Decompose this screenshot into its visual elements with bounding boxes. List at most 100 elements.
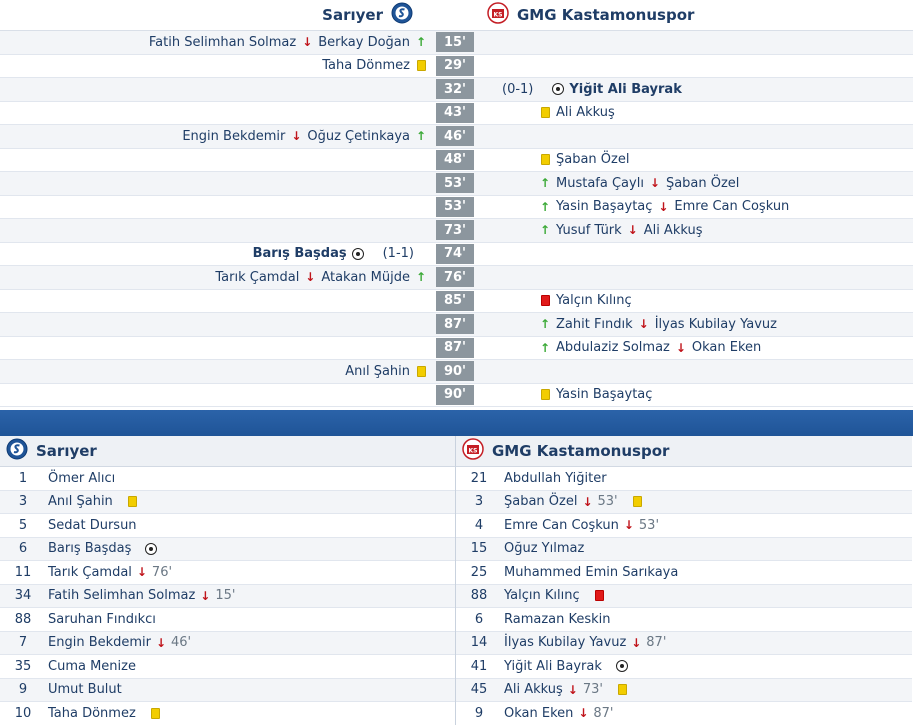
player-events — [149, 706, 163, 720]
player-in-link[interactable]: Oğuz Çetinkaya — [307, 128, 410, 144]
player-in-link[interactable]: Atakan Müjde — [321, 269, 410, 285]
player-out-link[interactable]: İlyas Kubilay Yavuz — [654, 316, 777, 332]
player-in-link[interactable]: Mustafa Çaylı — [556, 175, 644, 191]
sub-out-minute: 15' — [215, 588, 236, 604]
yellow-card-shape — [633, 496, 643, 508]
scorer-link[interactable]: Barış Başdaş — [252, 246, 347, 262]
player-out-link[interactable]: Ali Akkuş — [643, 222, 703, 238]
player-link[interactable]: Ali Akkuş — [504, 682, 563, 698]
event-row: Barış Başdaş (1-1) 74' — [0, 242, 913, 266]
red-card-icon — [538, 294, 552, 308]
away-lineup-team-name[interactable]: GMG Kastamonuspor — [492, 442, 670, 460]
player-link[interactable]: Fatih Selimhan Solmaz — [48, 588, 196, 604]
arrow-up-icon: ↑ — [539, 199, 551, 214]
player-link[interactable]: Ali Akkuş — [556, 105, 615, 121]
shirt-number: 6 — [18, 541, 28, 557]
event-home-side: Tarık Çamdal ↓ Atakan Müjde ↑ — [0, 270, 436, 285]
player-link[interactable]: Şaban Özel — [556, 152, 630, 168]
player-out-link[interactable]: Okan Eken — [691, 340, 762, 356]
player-in-link[interactable]: Berkay Doğan — [318, 34, 410, 50]
event-away-side: ↑ Abdulaziz Solmaz ↓ Okan Eken — [474, 340, 913, 355]
player-out-link[interactable]: Fatih Selimhan Solmaz — [148, 34, 297, 50]
sub-out-minute: 53' — [597, 494, 618, 510]
player-link[interactable]: Yalçın Kılınç — [504, 588, 580, 604]
yellow-card-shape — [151, 707, 161, 719]
yellow-card-shape — [128, 496, 138, 508]
yellow-card-icon — [616, 683, 630, 697]
home-lineup-team-name[interactable]: Sarıyer — [36, 442, 97, 460]
red-card-icon — [593, 589, 607, 603]
red-card-shape — [595, 590, 605, 602]
player-link[interactable]: Taha Dönmez — [322, 58, 410, 74]
player-link[interactable]: Emre Can Coşkun — [504, 517, 619, 533]
football-shape — [615, 660, 628, 673]
player-link[interactable]: Şaban Özel — [504, 494, 578, 510]
event-away-side: ↑ Yasin Başaytaç ↓ Emre Can Coşkun — [474, 199, 913, 214]
player-link[interactable]: Tarık Çamdal — [48, 564, 132, 580]
arrow-up-icon: ↑ — [415, 270, 427, 285]
player-link[interactable]: Anıl Şahin — [345, 363, 410, 379]
event-minute: 53' — [436, 196, 474, 217]
player-link[interactable]: Barış Başdaş — [48, 541, 132, 557]
shirt-number: 7 — [18, 635, 28, 651]
lineup-player: Barış Başdaş — [46, 541, 158, 556]
yellow-card-shape — [540, 107, 550, 119]
event-row: 90' Yasin Başaytaç — [0, 383, 913, 407]
player-link[interactable]: Sedat Dursun — [48, 517, 137, 533]
player-link[interactable]: Umut Bulut — [48, 682, 122, 698]
player-link[interactable]: Okan Eken — [504, 705, 574, 721]
player-link[interactable]: Taha Dönmez — [48, 705, 136, 721]
home-lineup: Sarıyer 1 Ömer Alıcı 3 Anıl Şahin 5 Sedat Dur… — [0, 436, 456, 725]
player-link[interactable]: Cuma Menize — [48, 658, 136, 674]
player-link[interactable]: Anıl Şahin — [48, 494, 113, 510]
lineup-row: 35 Cuma Menize — [0, 655, 455, 679]
event-row: Taha Dönmez 29' — [0, 54, 913, 78]
arrow-down-icon: ↓ — [200, 588, 211, 603]
player-link[interactable]: Saruhan Fındıkcı — [48, 611, 156, 627]
player-link[interactable]: Yiğit Ali Bayrak — [504, 658, 602, 674]
yellow-card-shape — [540, 389, 550, 401]
player-in-link[interactable]: Abdulaziz Solmaz — [556, 340, 670, 356]
lineup-player: Saruhan Fındıkcı — [46, 612, 169, 627]
lineup-player: Muhammed Emin Sarıkaya — [502, 565, 691, 580]
event-row: 43' Ali Akkuş — [0, 101, 913, 125]
lineup-player: Şaban Özel ↓ 53' — [502, 494, 645, 509]
lineup-player: Taha Dönmez — [46, 706, 163, 721]
event-away-side: ↑ Zahit Fındık ↓ İlyas Kubilay Yavuz — [474, 317, 913, 332]
scorer-link[interactable]: Yiğit Ali Bayrak — [569, 81, 682, 97]
player-in-link[interactable]: Yusuf Türk — [556, 222, 622, 238]
lineup-player: Abdullah Yiğiter — [502, 471, 620, 486]
shirt-number: 45 — [470, 682, 488, 698]
arrow-down-icon: ↓ — [649, 176, 660, 191]
shirt-number: 9 — [474, 705, 484, 721]
shirt-number: 14 — [470, 635, 488, 651]
event-away-side: ↑ Yusuf Türk ↓ Ali Akkuş — [474, 223, 913, 238]
player-link[interactable]: İlyas Kubilay Yavuz — [504, 635, 627, 651]
player-link[interactable]: Oğuz Yılmaz — [504, 541, 585, 557]
arrow-up-icon: ↑ — [539, 176, 551, 191]
player-out-link[interactable]: Engin Bekdemir — [182, 128, 286, 144]
player-link[interactable]: Muhammed Emin Sarıkaya — [504, 564, 679, 580]
shirt-number: 5 — [18, 517, 28, 533]
lineup-player: Engin Bekdemir ↓ 46' — [46, 635, 204, 650]
player-link[interactable]: Ramazan Keskin — [504, 611, 611, 627]
lineup-row: 7 Engin Bekdemir ↓ 46' — [0, 631, 455, 655]
lineup-row: 21 Abdullah Yiğiter — [456, 467, 912, 491]
player-out-link[interactable]: Emre Can Coşkun — [674, 199, 790, 215]
home-team-name[interactable]: Sarıyer — [322, 6, 383, 24]
player-out-link[interactable]: Tarık Çamdal — [215, 269, 300, 285]
player-in-link[interactable]: Zahit Fındık — [556, 316, 633, 332]
event-row: 87' ↑ Zahit Fındık ↓ İlyas Kubilay Yavuz — [0, 313, 913, 337]
player-link[interactable]: Engin Bekdemir — [48, 635, 152, 651]
player-link[interactable]: Abdullah Yiğiter — [504, 470, 607, 486]
player-out-link[interactable]: Şaban Özel — [665, 175, 740, 191]
away-team-name[interactable]: GMG Kastamonuspor — [517, 6, 695, 24]
player-in-link[interactable]: Yasin Başaytaç — [556, 199, 653, 215]
player-link[interactable]: Yalçın Kılınç — [556, 293, 632, 309]
event-away-side: Yasin Başaytaç — [474, 387, 913, 402]
arrow-down-icon: ↓ — [631, 635, 642, 650]
player-link[interactable]: Ömer Alıcı — [48, 470, 116, 486]
event-home-side: Engin Bekdemir ↓ Oğuz Çetinkaya ↑ — [0, 129, 436, 144]
event-minute: 74' — [436, 243, 474, 264]
player-link[interactable]: Yasin Başaytaç — [556, 387, 653, 403]
